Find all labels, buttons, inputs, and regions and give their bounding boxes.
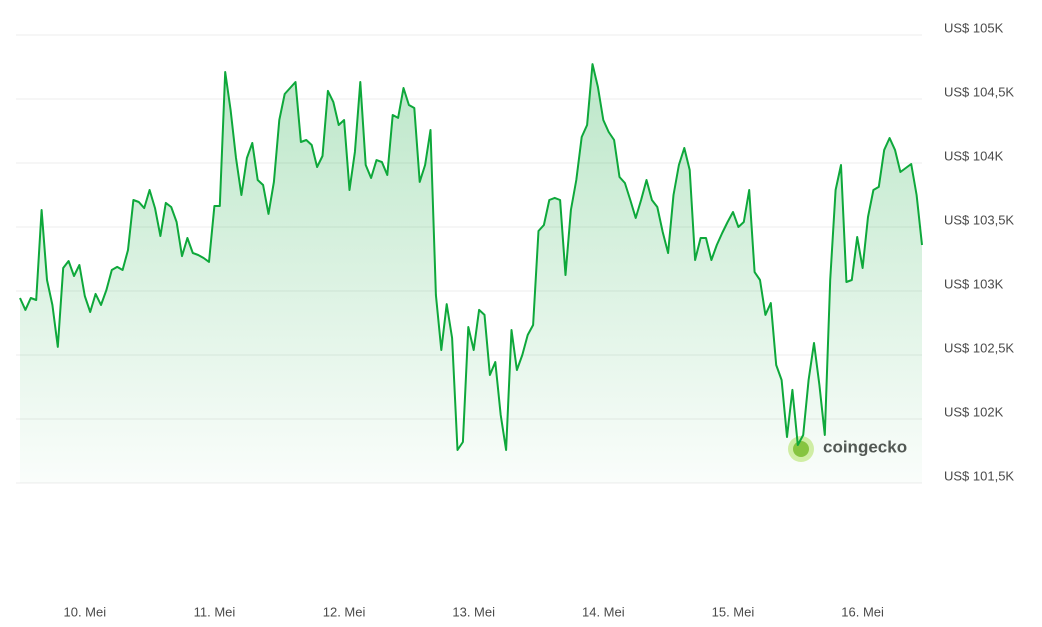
y-tick-label: US$ 102K (944, 404, 1004, 419)
x-tick-label: 14. Mei (582, 604, 625, 619)
x-tick-label: 10. Mei (63, 604, 106, 619)
price-area (20, 64, 922, 483)
y-tick-label: US$ 104K (944, 148, 1004, 163)
x-tick-label: 16. Mei (841, 604, 884, 619)
y-tick-label: US$ 105K (944, 20, 1004, 35)
y-tick-label: US$ 103,5K (944, 212, 1014, 227)
y-tick-label: US$ 104,5K (944, 84, 1014, 99)
price-line (19, 63, 923, 451)
y-tick-label: US$ 101,5K (944, 468, 1014, 483)
y-tick-label: US$ 103K (944, 276, 1004, 291)
y-tick-label: US$ 102,5K (944, 340, 1014, 355)
x-tick-label: 11. Mei (194, 604, 236, 619)
x-tick-label: 13. Mei (452, 604, 495, 619)
x-tick-label: 15. Mei (712, 604, 755, 619)
x-tick-label: 12. Mei (323, 604, 366, 619)
